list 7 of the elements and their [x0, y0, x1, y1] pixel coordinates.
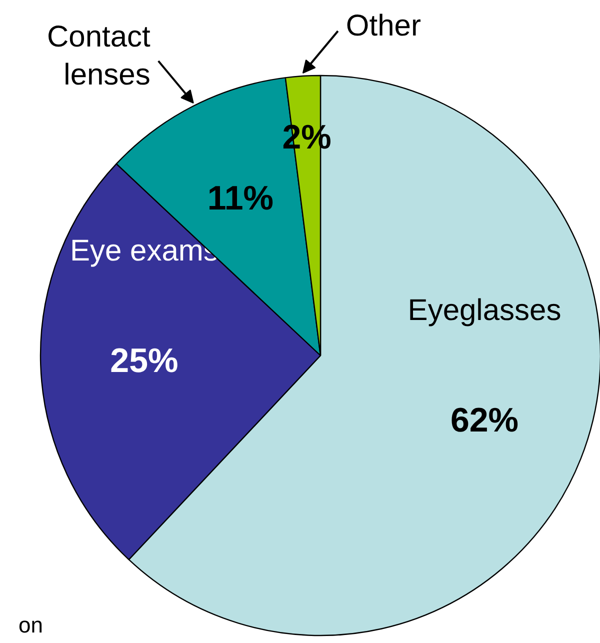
slice-label: Contact lenses — [46, 20, 152, 92]
slice-label: Eyeglasses — [408, 294, 562, 327]
data-label: 62% — [450, 401, 519, 440]
data-label: 25% — [110, 342, 178, 380]
text: on — [18, 612, 43, 638]
slice-label: Other — [346, 10, 421, 43]
data-label: 11% — [207, 179, 274, 218]
